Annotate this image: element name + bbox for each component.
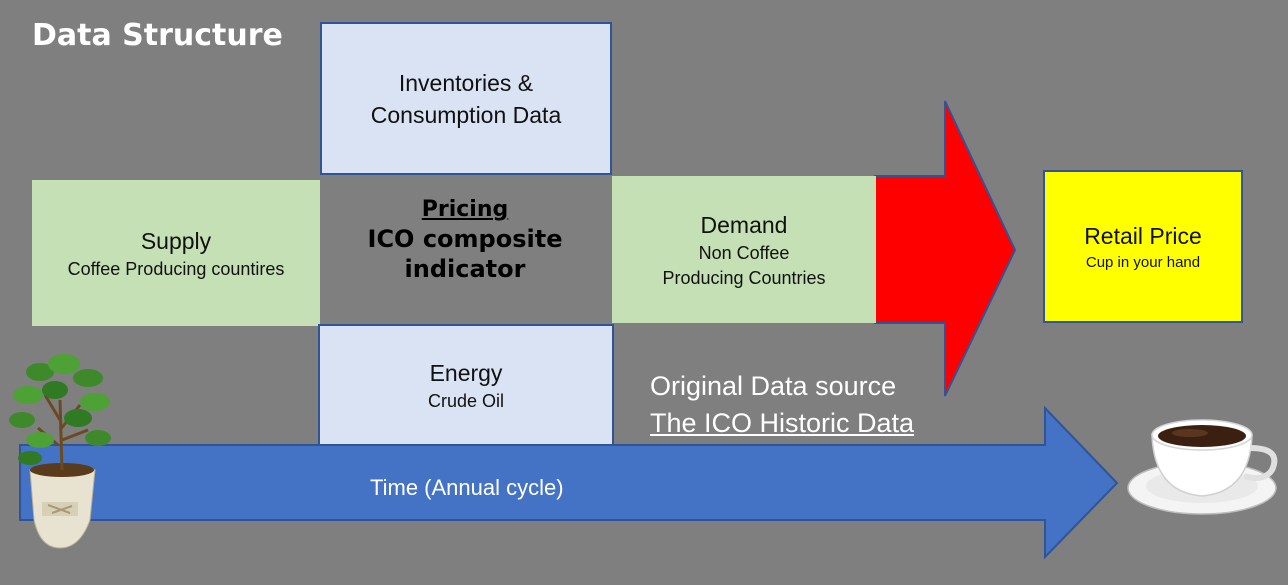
supply-box: Supply Coffee Producing countires <box>32 180 320 326</box>
ico-historic-data-link[interactable]: The ICO Historic Data <box>650 408 915 438</box>
pricing-line1: Pricing <box>421 197 509 222</box>
energy-subtitle: Crude Oil <box>427 390 505 411</box>
red-arrow <box>874 100 1017 397</box>
data-source: Original Data source The ICO Historic Da… <box>650 368 914 442</box>
supply-title: Supply <box>140 227 212 254</box>
inventories-box: Inventories & Consumption Data <box>320 22 612 175</box>
pricing-line2: ICO composite <box>367 225 563 253</box>
time-arrow <box>19 405 1119 560</box>
retail-subtitle: Cup in your hand <box>1085 253 1201 271</box>
time-arrow-label: Time (Annual cycle) <box>370 475 564 500</box>
inventories-line2: Consumption Data <box>370 101 562 128</box>
pricing-line3: indicator <box>404 255 526 283</box>
data-source-label: Original Data source <box>650 371 897 401</box>
energy-title: Energy <box>429 359 503 386</box>
inventories-line1: Inventories & <box>398 69 534 96</box>
retail-title: Retail Price <box>1084 222 1202 249</box>
coffee-plant-icon <box>9 354 111 549</box>
coffee-cup-icon <box>1127 419 1278 515</box>
diagram-title: Data Structure <box>32 18 283 53</box>
supply-subtitle: Coffee Producing countires <box>67 258 285 279</box>
energy-box: Energy Crude Oil <box>318 324 614 446</box>
demand-line1: Non Coffee <box>698 242 790 263</box>
demand-box: Demand Non Coffee Producing Countries <box>612 176 876 323</box>
demand-title: Demand <box>700 211 788 238</box>
demand-line2: Producing Countries <box>662 267 826 288</box>
retail-price-box: Retail Price Cup in your hand <box>1043 170 1243 323</box>
pricing-label: Pricing ICO composite indicator <box>320 196 610 284</box>
